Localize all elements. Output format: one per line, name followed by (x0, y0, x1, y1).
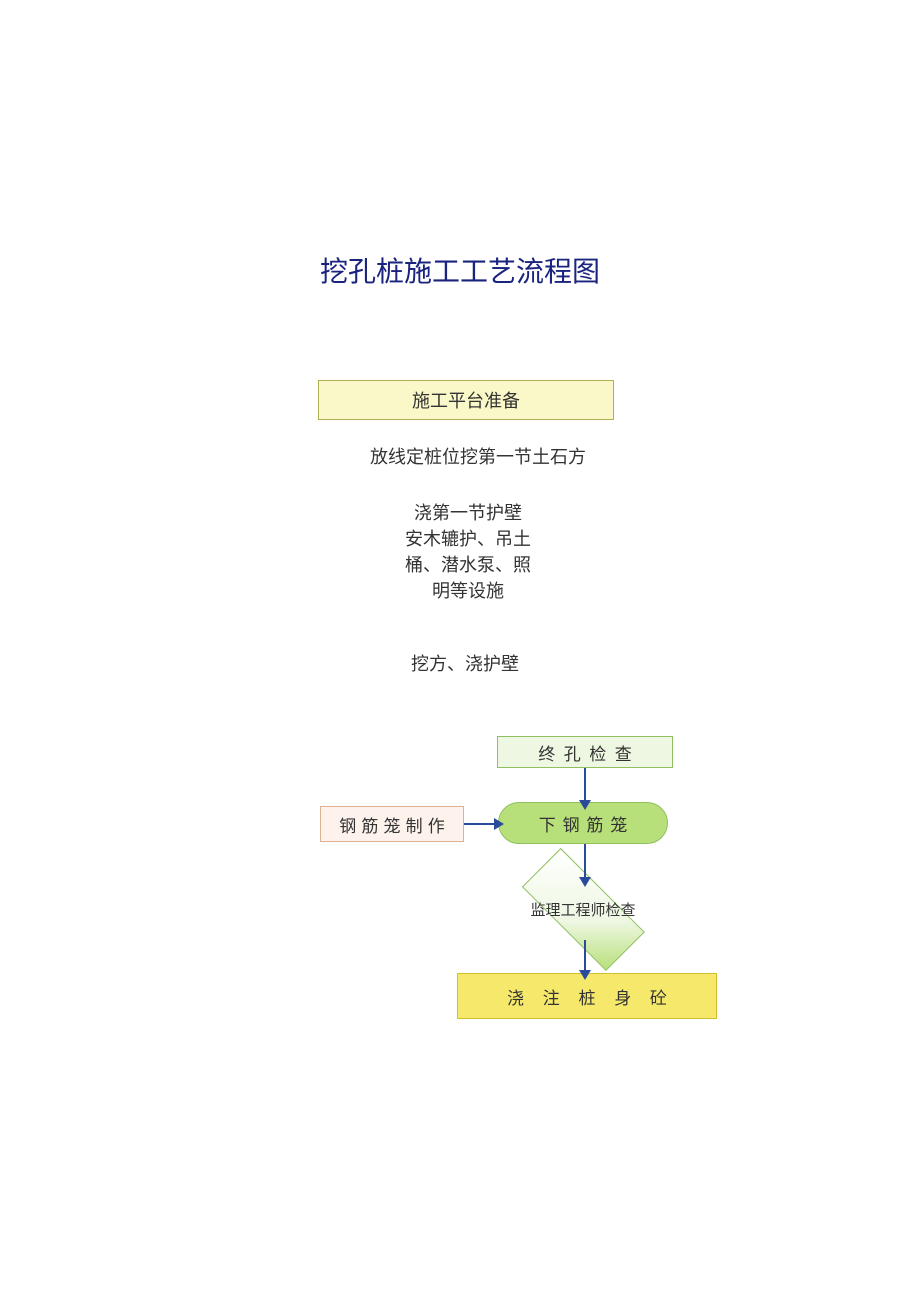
node-pour-label: 浇注桩身砼 (507, 984, 686, 1009)
node-prep-label: 施工平台准备 (412, 387, 520, 413)
arrow-v3-head (579, 970, 591, 980)
arrow-v2-head (579, 877, 591, 887)
node-supervise-label: 监理工程师检查 (530, 899, 635, 920)
arrow-v2 (584, 844, 586, 879)
node-prep: 施工平台准备 (318, 380, 614, 420)
node-cage-make-label: 钢筋笼制作 (339, 812, 450, 837)
arrow-h1-head (494, 818, 504, 830)
node-lower-cage-label: 下钢筋笼 (539, 811, 634, 836)
node-cage-make: 钢筋笼制作 (320, 806, 464, 842)
arrow-v3 (584, 940, 586, 972)
node-inspect: 终孔检查 (497, 736, 673, 768)
page-title: 挖孔桩施工工艺流程图 (0, 250, 920, 290)
arrow-v1 (584, 768, 586, 802)
node-text1: 放线定桩位挖第一节土石方 (348, 443, 608, 469)
arrow-v1-head (579, 800, 591, 810)
node-inspect-label: 终孔检查 (538, 740, 640, 765)
node-text2: 浇第一节护壁 安木辘护、吊土 桶、潜水泵、照 明等设施 (388, 500, 548, 604)
node-text3: 挖方、浇护壁 (400, 650, 530, 676)
arrow-h1 (464, 823, 496, 825)
